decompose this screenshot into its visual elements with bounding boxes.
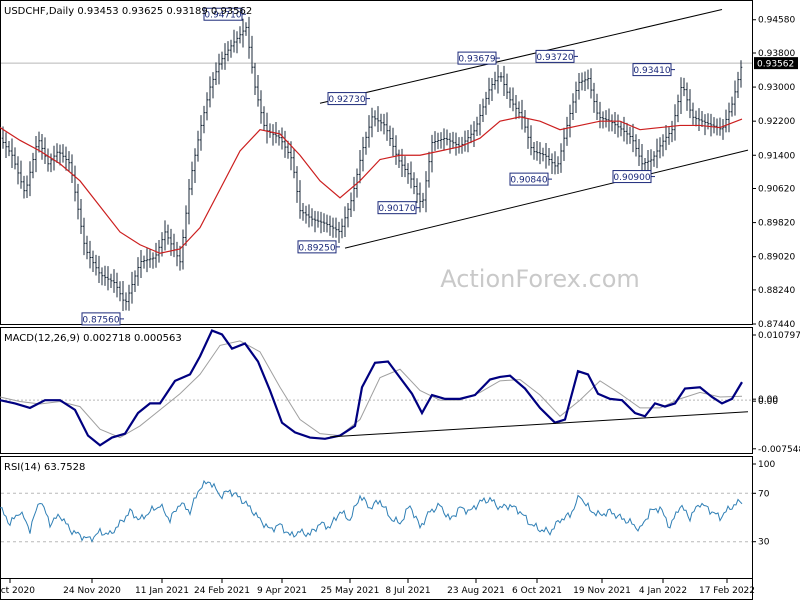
- ohlc-values: 0.93453 0.93625 0.93189 0.93562: [77, 6, 252, 17]
- price-y-tick-label: 0.92200: [758, 117, 795, 127]
- x-tick-label: 11 Jan 2021: [135, 586, 189, 596]
- x-tick-label: 17 Feb 2022: [699, 586, 755, 596]
- rsi-panel-title: RSI(14) 63.7528: [4, 462, 85, 473]
- macd-line: [0, 329, 743, 447]
- swing-label-box: [327, 92, 367, 106]
- macd-y-tick-label: -0.007548: [758, 445, 800, 455]
- price-y-tick-label: 0.90620: [758, 184, 795, 194]
- channel-line: [319, 9, 723, 104]
- price-panel-title: USDCHF,Daily 0.93453 0.93625 0.93189 0.9…: [4, 6, 252, 17]
- x-tick-label: 25 May 2021: [321, 586, 380, 596]
- swing-label: 0.90840: [510, 176, 547, 186]
- x-tick-label: 4 Jan 2022: [639, 586, 687, 596]
- x-tick-label: 9 Apr 2021: [257, 586, 307, 596]
- swing-label: 0.90900: [613, 173, 650, 183]
- rsi-y-tick-label: 100: [758, 460, 775, 470]
- swing-label-box: [632, 63, 672, 77]
- rsi-y-tick-label: 70: [758, 489, 770, 499]
- moving-average-line: [0, 116, 743, 254]
- price-y-tick-label: 0.89820: [758, 219, 795, 229]
- macd-y-tick-label: 0.00: [758, 395, 778, 405]
- swing-label-box: [457, 51, 497, 65]
- x-tick-label: 24 Feb 2021: [194, 586, 250, 596]
- instrument-label: USDCHF: [4, 6, 46, 17]
- macd-y-tick-label: 0.00: [758, 397, 778, 407]
- price-y-tick-label: 0.87440: [758, 320, 795, 330]
- x-tick-label: 24 Nov 2020: [63, 586, 121, 596]
- price-y-tick-label: 0.88240: [758, 286, 795, 296]
- swing-label: 0.92730: [328, 95, 365, 105]
- channel-line: [344, 149, 749, 249]
- price-y-tick-label: 0.93800: [758, 49, 795, 59]
- swing-label-box: [612, 170, 652, 184]
- x-tick-label: 8 Jul 2021: [385, 586, 430, 596]
- x-tick-label: 23 Aug 2021: [447, 586, 505, 596]
- rsi-line: [0, 479, 743, 543]
- swing-label: 0.89250: [298, 243, 335, 253]
- swing-label-box: [81, 312, 121, 326]
- rsi-panel-frame: [0, 456, 753, 579]
- swing-label-box: [377, 201, 417, 215]
- rsi-y-tick-label: 30: [758, 538, 770, 548]
- price-y-tick-label: 0.94580: [758, 16, 795, 26]
- swing-label-box: [535, 49, 575, 63]
- swing-label: 0.93410: [633, 66, 670, 76]
- macd-y-tick-label: 0.010797: [758, 331, 800, 341]
- swing-label: 0.87560: [82, 315, 119, 325]
- macd-panel-title: MACD(12,26,9) 0.002718 0.000563: [4, 333, 182, 344]
- price-y-tick-label: 0.91400: [758, 151, 795, 161]
- swing-label: 0.94710: [204, 11, 241, 21]
- current-price-label: 0.93562: [757, 60, 794, 70]
- current-price-box: [754, 57, 798, 70]
- x-tick-label: 19 Nov 2021: [573, 586, 631, 596]
- swing-label-box: [203, 7, 243, 21]
- swing-label-box: [509, 172, 549, 186]
- price-y-tick-label: 0.93000: [758, 83, 795, 93]
- timeframe-label: Daily: [49, 6, 74, 17]
- swing-label-box: [297, 240, 337, 254]
- swing-label: 0.93679: [458, 55, 495, 65]
- swing-label: 0.93720: [536, 53, 573, 63]
- macd-trend-line: [329, 411, 749, 438]
- price-y-tick-label: 0.89020: [758, 253, 795, 263]
- swing-label: 0.90170: [378, 204, 415, 214]
- x-tick-label: 9 Oct 2020: [0, 586, 35, 596]
- x-tick-label: 6 Oct 2021: [512, 586, 562, 596]
- macd-signal-line: [0, 340, 743, 439]
- watermark-text: ActionForex.com: [440, 265, 640, 293]
